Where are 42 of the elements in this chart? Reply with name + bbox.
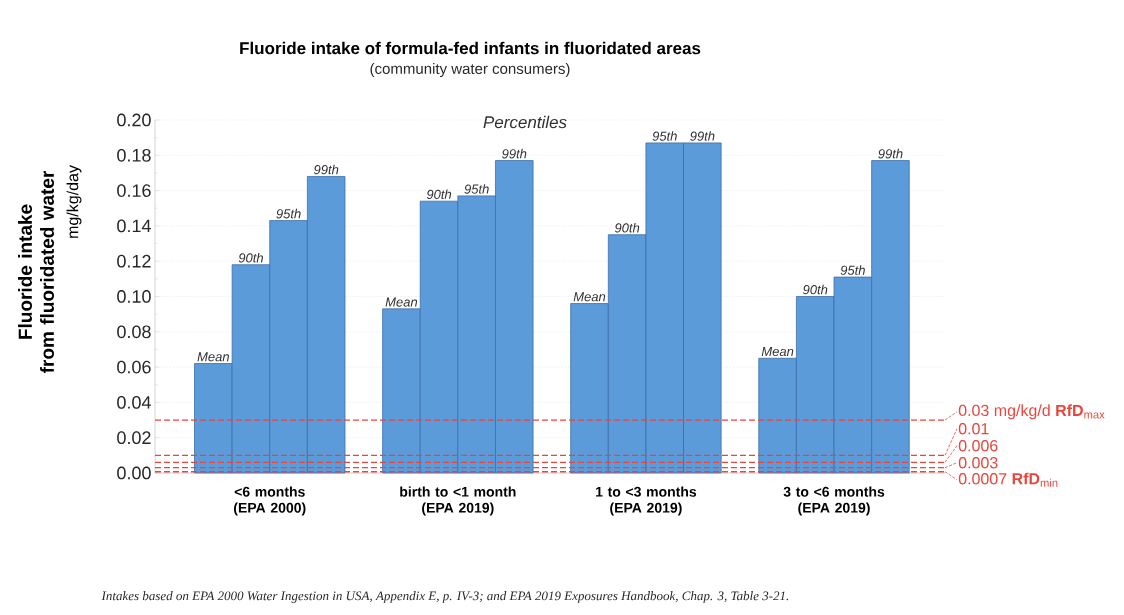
text: Mean [385, 297, 418, 307]
legend-label: 0.006 [958, 440, 998, 452]
text: 95th [840, 265, 865, 275]
chart-title: Fluoride intake of formula-fed infants in fluoridated areas [240, 41, 701, 55]
y-tick-label: 0.00 [117, 466, 151, 480]
y-tick-label: 0.04 [117, 396, 151, 409]
y-tick-label: 0.06 [117, 360, 151, 374]
ref-line-label: 0.03 mg/kg/d RfD$_{max}$ [958, 404, 1105, 420]
text: 90th [614, 222, 640, 233]
text: 99th [690, 131, 715, 141]
text: Intakes based on EPA 2000 Water Ingestion in USA, Appendix E, p. IV-3; and EPA 2019 Exposures Handbook, Chap. 3, Table 3-21. [101, 591, 789, 603]
y-axis-title: Fluoride intake from fluoridated water [18, 170, 54, 373]
y-tick-label: 0.08 [117, 325, 151, 339]
text: Mean [761, 347, 794, 357]
text: 90th [238, 252, 263, 263]
ref-line-label: 0.0007 RfD$_{min}$ [958, 472, 1058, 487]
series-label: 90th [803, 284, 828, 295]
y-tick-label: 0.10 [117, 290, 151, 303]
y-tick-label: 0.18 [117, 148, 151, 162]
series-label: 95th [464, 184, 489, 194]
text: 95th [276, 208, 301, 219]
chart-subtitle: (community water consumers) [370, 63, 570, 77]
text: 99th [502, 148, 527, 159]
x-tick-label: <6 months (EPA 2000) [234, 486, 306, 516]
x-tick-label: 1 to <3 months (EPA 2019) [596, 486, 697, 516]
text: 99th [878, 148, 903, 159]
y-tick-label: 0.16 [117, 184, 151, 197]
ref-line-label: 0.01 [958, 423, 989, 435]
series-label: 99th [313, 164, 339, 175]
text: Mean [573, 292, 606, 302]
y-tick-label: 0.02 [117, 431, 151, 445]
x-tick-label: birth to <1 month (EPA 2019) [400, 486, 516, 516]
y-tick-label: 0.14 [117, 219, 151, 233]
ref-line-label: 0.003 [958, 457, 998, 469]
x-tick-label: 3 to <6 months (EPA 2019) [783, 486, 885, 516]
annotation: Percentiles [483, 115, 567, 129]
text: 95th [652, 131, 677, 141]
text: 90th [426, 189, 452, 199]
y-tick-label: 0.12 [117, 254, 151, 268]
y-tick-label: 0.20 [117, 113, 151, 127]
text: mg/kg/day [66, 165, 82, 238]
series-label: Mean [197, 352, 229, 362]
